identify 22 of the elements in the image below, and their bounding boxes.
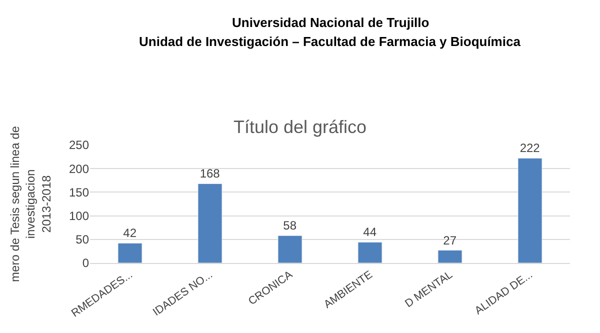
bar: [198, 183, 222, 263]
bar: [438, 250, 462, 263]
y-tick-label: 50: [76, 232, 90, 247]
data-label: 42: [123, 226, 137, 240]
data-label: 58: [283, 218, 297, 233]
y-tick-label: 200: [68, 162, 90, 176]
bar: [518, 158, 542, 263]
y-axis-title: mero de Tesis segun linea de investigacion 2013-2018: [8, 126, 54, 282]
bar: [358, 242, 382, 263]
y-tick-label: 100: [68, 209, 90, 223]
data-label: 44: [363, 225, 377, 240]
text: Unidad de Investigación – Facultad de Farmacia y Bioquímica: [139, 34, 522, 49]
y-tick-label: 250: [68, 138, 90, 152]
bar: [118, 242, 142, 263]
y-tick-label: 150: [68, 185, 90, 200]
y-tick-label: 0: [82, 256, 90, 270]
data-label: 27: [443, 233, 457, 248]
data-label: 168: [200, 166, 220, 181]
data-label: 222: [520, 141, 540, 156]
chart-title: Título del gráfico: [233, 117, 367, 138]
text: Universidad Nacional de Trujillo: [232, 15, 430, 30]
bar: [278, 235, 302, 263]
